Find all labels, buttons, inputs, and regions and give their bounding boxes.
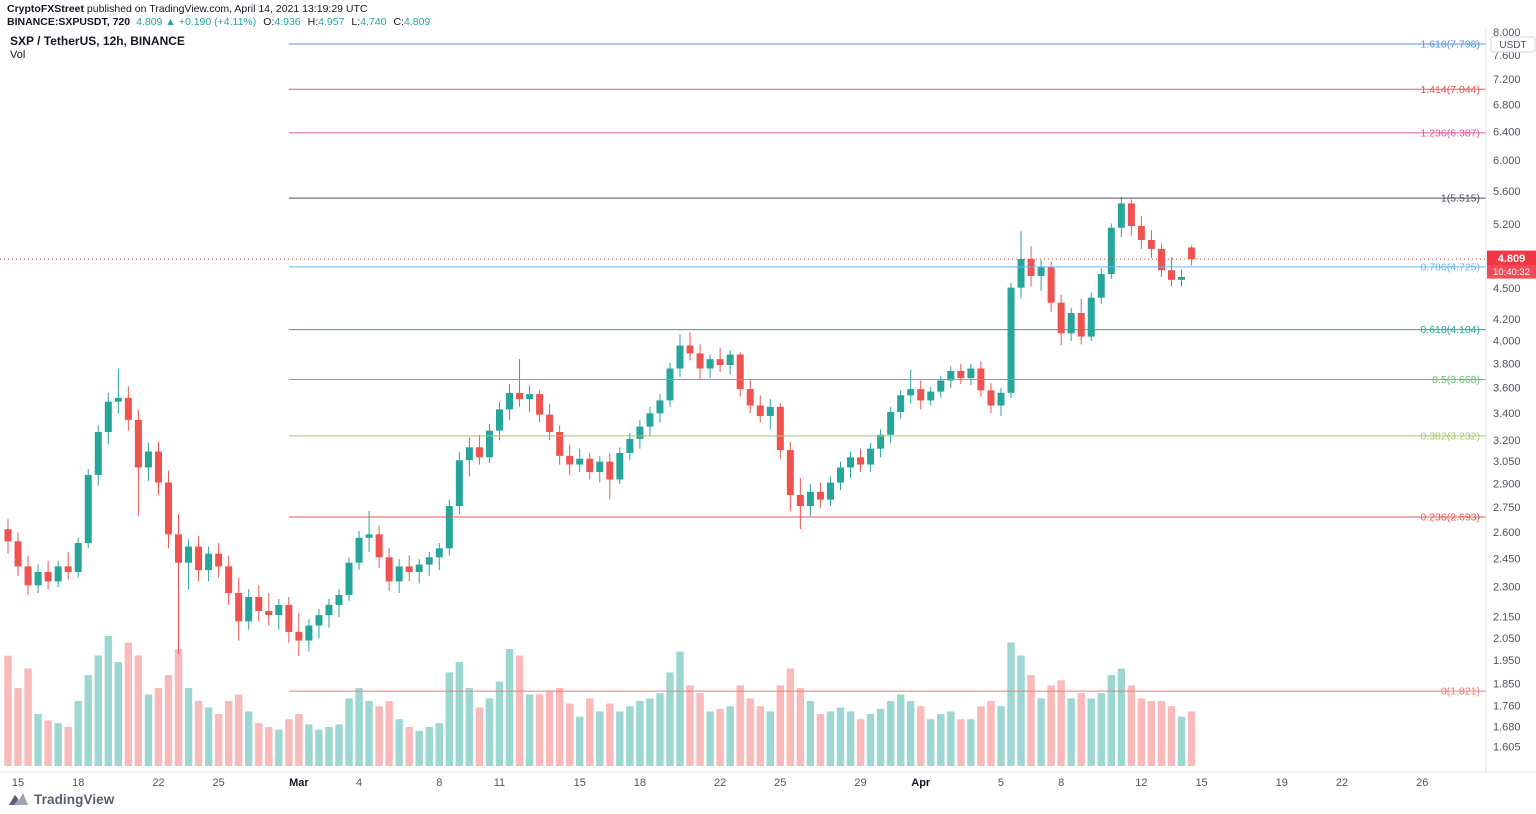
svg-text:12: 12 xyxy=(1135,777,1147,789)
svg-text:4.500: 4.500 xyxy=(1493,283,1521,295)
svg-text:11: 11 xyxy=(494,777,505,789)
svg-text:0.786(4.725): 0.786(4.725) xyxy=(1420,261,1480,273)
close-label: C: xyxy=(393,16,404,28)
high-label: H: xyxy=(307,16,319,28)
low-value: 4.740 xyxy=(360,16,387,28)
candlestick-series xyxy=(4,196,1196,657)
svg-text:1.850: 1.850 xyxy=(1493,679,1521,691)
svg-text:25: 25 xyxy=(213,777,225,789)
svg-text:7.600: 7.600 xyxy=(1493,50,1521,62)
up-arrow-icon: ▲ xyxy=(165,16,176,28)
svg-text:0.382(3.232): 0.382(3.232) xyxy=(1420,430,1480,442)
svg-text:3.800: 3.800 xyxy=(1493,358,1521,370)
svg-text:6.800: 6.800 xyxy=(1493,99,1521,111)
svg-text:1.414(7.044): 1.414(7.044) xyxy=(1420,84,1480,96)
svg-text:29: 29 xyxy=(854,777,866,789)
svg-text:6.400: 6.400 xyxy=(1493,126,1521,138)
publisher-name: CryptoFXStreet xyxy=(7,3,85,15)
svg-text:22: 22 xyxy=(1336,777,1348,789)
open-label: O: xyxy=(263,16,275,28)
svg-text:15: 15 xyxy=(574,777,586,789)
svg-text:3.400: 3.400 xyxy=(1493,408,1521,420)
svg-text:7.200: 7.200 xyxy=(1493,74,1521,86)
svg-text:3.050: 3.050 xyxy=(1493,456,1521,468)
svg-text:18: 18 xyxy=(72,777,84,789)
time-axis[interactable]: 15 18 22 25 Mar 4 8 11 15 18 22 25 29 Apr 5 8 12 15 19 22 26 xyxy=(0,771,1536,789)
svg-text:15: 15 xyxy=(12,777,24,789)
svg-text:8: 8 xyxy=(1058,777,1064,789)
svg-text:8: 8 xyxy=(436,777,442,789)
svg-text:0.5(3.668): 0.5(3.668) xyxy=(1432,374,1480,386)
chart-legend[interactable]: SXP / TetherUS, 12h, BINANCE Vol xyxy=(10,34,185,63)
last-price: 4.809 xyxy=(136,16,163,28)
svg-text:22: 22 xyxy=(714,777,726,789)
svg-text:2.600: 2.600 xyxy=(1493,527,1521,539)
svg-text:5.200: 5.200 xyxy=(1493,219,1521,231)
svg-text:USDT: USDT xyxy=(1499,40,1526,51)
close-value: 4.809 xyxy=(403,16,431,28)
svg-text:2.750: 2.750 xyxy=(1493,502,1521,514)
svg-text:15: 15 xyxy=(1195,777,1207,789)
price-change: +0.190 (+4.11%) xyxy=(178,16,257,28)
svg-text:1.618(7.798): 1.618(7.798) xyxy=(1420,39,1480,51)
high-value: 4.957 xyxy=(318,16,345,28)
tradingview-logo[interactable]: TradingView xyxy=(8,791,114,807)
svg-text:5: 5 xyxy=(998,777,1004,789)
svg-text:2.900: 2.900 xyxy=(1493,479,1521,491)
symbol-info-bar: BINANCE:SXPUSDT, 720 4.809 ▲ +0.190 (+4.11%… xyxy=(7,16,433,29)
volume-series xyxy=(4,636,1196,766)
svg-text:1.605: 1.605 xyxy=(1493,742,1521,754)
publish-info: published on TradingView.com, April 14, … xyxy=(84,3,368,15)
svg-text:0.236(2.693): 0.236(2.693) xyxy=(1420,512,1480,524)
svg-text:1.950: 1.950 xyxy=(1493,655,1521,667)
svg-text:1.760: 1.760 xyxy=(1493,701,1521,713)
svg-text:5.600: 5.600 xyxy=(1493,186,1521,198)
svg-text:2.450: 2.450 xyxy=(1493,554,1521,566)
svg-text:1(5.515): 1(5.515) xyxy=(1441,193,1480,205)
svg-text:0(1.821): 0(1.821) xyxy=(1441,686,1480,698)
tradingview-logo-icon xyxy=(9,793,28,805)
svg-text:2.150: 2.150 xyxy=(1493,612,1521,624)
svg-text:0.618(4.104): 0.618(4.104) xyxy=(1420,324,1480,336)
svg-text:Apr: Apr xyxy=(911,777,931,789)
svg-text:25: 25 xyxy=(774,777,786,789)
svg-text:4: 4 xyxy=(356,777,362,789)
svg-text:18: 18 xyxy=(634,777,646,789)
svg-text:22: 22 xyxy=(152,777,164,789)
svg-text:4.000: 4.000 xyxy=(1493,336,1521,348)
symbol-name: BINANCE:SXPUSDT, 720 xyxy=(7,16,131,28)
legend-symbol-title: SXP / TetherUS, 12h, BINANCE xyxy=(10,34,185,48)
svg-text:26: 26 xyxy=(1416,777,1428,789)
svg-text:10:40:32: 10:40:32 xyxy=(1493,267,1530,278)
svg-text:Mar: Mar xyxy=(289,777,309,789)
svg-text:3.600: 3.600 xyxy=(1493,382,1521,394)
open-value: 4.936 xyxy=(274,16,301,28)
price-axis[interactable]: 8.000 7.600 7.200 6.800 6.400 6.000 5.600 5.200… xyxy=(1485,27,1536,772)
current-price-line: 4.809 10:40:32 xyxy=(0,250,1536,279)
svg-text:2.300: 2.300 xyxy=(1493,582,1521,594)
publish-line: CryptoFXStreet published on TradingView.… xyxy=(7,3,433,16)
legend-volume-indicator: Vol xyxy=(10,49,26,61)
publish-header: CryptoFXStreet published on TradingView.… xyxy=(7,3,433,29)
svg-text:1.236(6.387): 1.236(6.387) xyxy=(1420,127,1480,139)
tradingview-logo-text: TradingView xyxy=(34,791,115,807)
svg-text:8.000: 8.000 xyxy=(1493,27,1521,39)
svg-text:3.200: 3.200 xyxy=(1493,435,1521,447)
svg-text:2.050: 2.050 xyxy=(1493,633,1521,645)
svg-text:19: 19 xyxy=(1276,777,1288,789)
low-label: L: xyxy=(351,16,361,28)
svg-text:6.000: 6.000 xyxy=(1493,155,1521,167)
svg-text:4.809: 4.809 xyxy=(1498,253,1526,265)
svg-text:1.680: 1.680 xyxy=(1493,721,1521,733)
fibonacci-retracement[interactable]: 1.618(7.798) 1.414(7.044) 1.236(6.387) 1(5.… xyxy=(288,39,1486,698)
svg-text:4.200: 4.200 xyxy=(1493,314,1521,326)
